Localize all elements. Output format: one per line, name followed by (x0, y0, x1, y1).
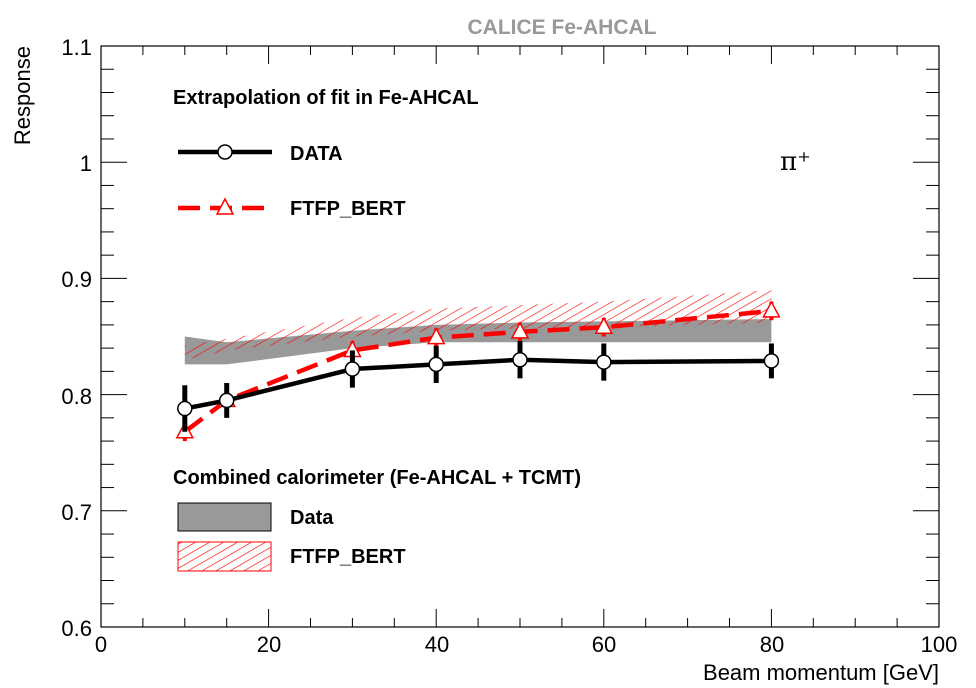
band-data (184, 319, 772, 365)
data-point-ftfp-bert (762, 300, 781, 318)
data-point-data (596, 354, 612, 370)
legend-top-entry-data: DATA (178, 143, 343, 165)
data-point-ftfp-bert (594, 316, 614, 334)
y-tick-label: 1.1 (61, 35, 92, 60)
x-tick-label: 20 (257, 632, 281, 657)
bands-layer (184, 290, 772, 365)
legend-top-entry-ftfp: FTFP_BERT (178, 197, 406, 220)
y-tick-label: 0.6 (61, 616, 92, 641)
ticks-layer (100, 45, 940, 628)
particle-label: π⁺ (780, 147, 811, 177)
legend-band-data-label: Data (290, 507, 334, 529)
y-axis-label: Response (10, 46, 35, 145)
legend-bottom-entry-ftfp: FTFP_BERT (177, 541, 406, 572)
legend-bottom: Combined calorimeter (Fe-AHCAL + TCMT) D… (173, 467, 581, 572)
x-tick-label: 80 (760, 632, 784, 657)
data-point-ftfp-bert (510, 321, 530, 339)
data-point-ftfp-bert (426, 327, 446, 345)
legend-ftfp-label: FTFP_BERT (290, 198, 406, 220)
x-tick-label: 100 (921, 632, 958, 657)
legend-data-label: DATA (290, 143, 343, 165)
data-point-data (512, 351, 528, 368)
y-tick-label: 0.9 (61, 267, 92, 292)
legend-bottom-title: Combined calorimeter (Fe-AHCAL + TCMT) (173, 467, 581, 489)
y-tick-label: 1 (80, 151, 92, 176)
legend-band-ftfp-label: FTFP_BERT (290, 546, 406, 568)
y-tick-label: 0.7 (61, 500, 92, 525)
legend-top-title: Extrapolation of fit in Fe-AHCAL (173, 87, 479, 109)
data-point-data (428, 356, 444, 373)
x-axis-label: Beam momentum [GeV] (703, 660, 939, 685)
x-tick-label: 40 (425, 632, 449, 657)
x-tick-label: 60 (592, 632, 616, 657)
series-layer (175, 300, 781, 442)
legend-data-marker (217, 144, 233, 160)
legend-band-data-swatch (177, 502, 272, 532)
data-point-data (218, 392, 235, 409)
y-tick-labels: 0.6 0.7 0.8 0.9 1 1.1 (61, 35, 92, 641)
chart-title: CALICE Fe-AHCAL (468, 16, 657, 39)
data-point-data (763, 353, 780, 369)
data-point-data (344, 361, 361, 377)
x-tick-labels: 0 20 40 60 80 100 (95, 632, 957, 657)
legend-ftfp-marker (215, 197, 235, 215)
x-tick-label: 0 (95, 632, 107, 657)
legend-band-ftfp-swatch (177, 541, 272, 572)
legend-top: Extrapolation of fit in Fe-AHCAL DATA FT… (173, 87, 479, 220)
legend-bottom-entry-data: Data (177, 502, 334, 532)
data-point-data (177, 400, 193, 417)
band-ftfp-bert (184, 290, 772, 360)
y-tick-label: 0.8 (61, 384, 92, 409)
